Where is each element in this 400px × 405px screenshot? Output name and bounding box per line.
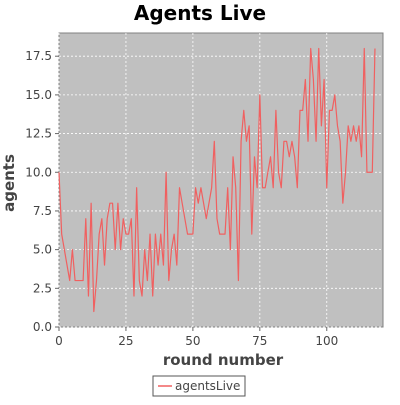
grid-lines [58, 33, 383, 328]
x-axis-label: round number [163, 351, 284, 369]
y-tick-label: 5.0 [33, 243, 52, 257]
y-tick-label: 17.5 [25, 49, 52, 63]
y-tick-label: 12.5 [25, 127, 52, 141]
x-tick-label: 100 [315, 334, 338, 348]
x-tick-label: 0 [55, 334, 63, 348]
y-tick-label: 7.5 [33, 204, 52, 218]
axes: 0 25 50 75 100 0.0 2.5 5.0 7.5 10.0 12.5 15.0 17.5 [25, 49, 338, 348]
legend-box [152, 375, 246, 397]
legend: agentsLive [152, 375, 246, 397]
y-tick-label: 15.0 [25, 88, 52, 102]
y-tick-label: 2.5 [33, 281, 52, 295]
x-tick-label: 25 [118, 334, 133, 348]
x-tick-label: 50 [185, 334, 200, 348]
y-tick-label: 0.0 [33, 320, 52, 334]
y-axis-label: agents [0, 154, 18, 212]
y-tick-label: 10.0 [25, 165, 52, 179]
chart-title: Agents Live [134, 1, 266, 25]
plot-area [58, 32, 384, 328]
series-layer [58, 47, 376, 313]
series-line-agentsLive [58, 47, 376, 313]
x-tick-label: 75 [252, 334, 267, 348]
legend-label: agentsLive [175, 379, 240, 393]
